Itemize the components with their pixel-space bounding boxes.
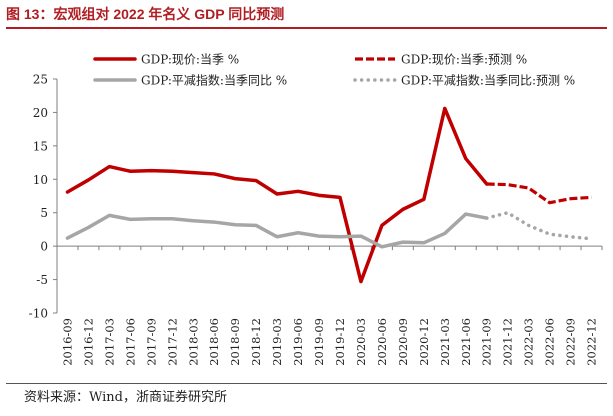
- x-tick-label: 2019-09: [312, 318, 326, 366]
- x-tick-label: 2018-06: [207, 318, 221, 366]
- y-tick-label: -5: [36, 273, 48, 287]
- series-line-1: [65, 106, 489, 284]
- x-tick-label: 2019-06: [291, 318, 305, 366]
- y-axis: -10 -5 0 5 10 15 20 25: [29, 73, 58, 321]
- legend: GDP:现价:当季 % GDP:现价:当季:预测 % GDP:平减指数:当季同比 %…: [93, 53, 575, 88]
- x-axis: 2016-09 2016-12 2017-03 2017-06 2017-09 2017-…: [56, 245, 603, 366]
- x-tick-label: 2016-12: [81, 318, 95, 366]
- x-tick-label: 2021-09: [480, 318, 494, 366]
- x-tick-label: 2022-03: [522, 318, 536, 366]
- x-tick-label: 2017-12: [165, 318, 179, 366]
- y-tick-label: 10: [33, 173, 48, 187]
- series-line-4: [484, 210, 594, 241]
- x-tick-label: 2020-12: [417, 318, 431, 366]
- x-tick-label: 2018-09: [228, 318, 242, 366]
- legend-label-3: GDP:平减指数:当季同比 %: [141, 73, 287, 88]
- x-tick-label: 2016-09: [60, 318, 74, 366]
- y-tick-label: 20: [33, 106, 48, 120]
- series-lines: [65, 106, 594, 284]
- x-tick-label: 2018-03: [186, 318, 200, 366]
- x-tick-label: 2018-12: [249, 318, 263, 366]
- y-tick-label: -10: [29, 307, 48, 321]
- legend-label-1: GDP:现价:当季 %: [141, 53, 239, 67]
- figure-title: 图 13：宏观组对 2022 年名义 GDP 同比预测: [6, 6, 285, 22]
- x-tick-label: 2019-12: [333, 318, 347, 366]
- x-tick-label: 2021-03: [438, 318, 452, 366]
- x-tick-label: 2021-06: [459, 318, 473, 366]
- x-tick-label: 2019-03: [270, 318, 284, 366]
- x-tick-label: 2017-03: [102, 318, 116, 366]
- y-tick-label: 25: [33, 73, 48, 87]
- x-tick-label: 2021-12: [501, 318, 515, 366]
- legend-label-2: GDP:现价:当季:预测 %: [401, 53, 527, 67]
- x-tick-label: 2022-12: [585, 318, 599, 366]
- x-tick-label: 2020-09: [396, 318, 410, 366]
- series-line-3: [65, 212, 489, 249]
- legend-label-4: GDP:平减指数:当季同比:预测 %: [401, 73, 575, 88]
- series-line-2: [486, 182, 592, 205]
- x-tick-label: 2020-06: [375, 318, 389, 366]
- x-tick-label: 2022-09: [564, 318, 578, 366]
- source-note: 资料来源：Wind，浙商证券研究所: [24, 390, 227, 405]
- x-tick-label: 2020-03: [354, 318, 368, 366]
- y-tick-label: 15: [33, 139, 48, 153]
- bottom-rule: [6, 383, 607, 384]
- y-tick-label: 0: [40, 240, 48, 254]
- x-tick-label: 2022-06: [543, 318, 557, 366]
- y-tick-label: 5: [40, 206, 48, 220]
- title-rule: [6, 27, 607, 29]
- x-tick-label: 2017-06: [123, 318, 137, 366]
- x-tick-label: 2017-09: [144, 318, 158, 366]
